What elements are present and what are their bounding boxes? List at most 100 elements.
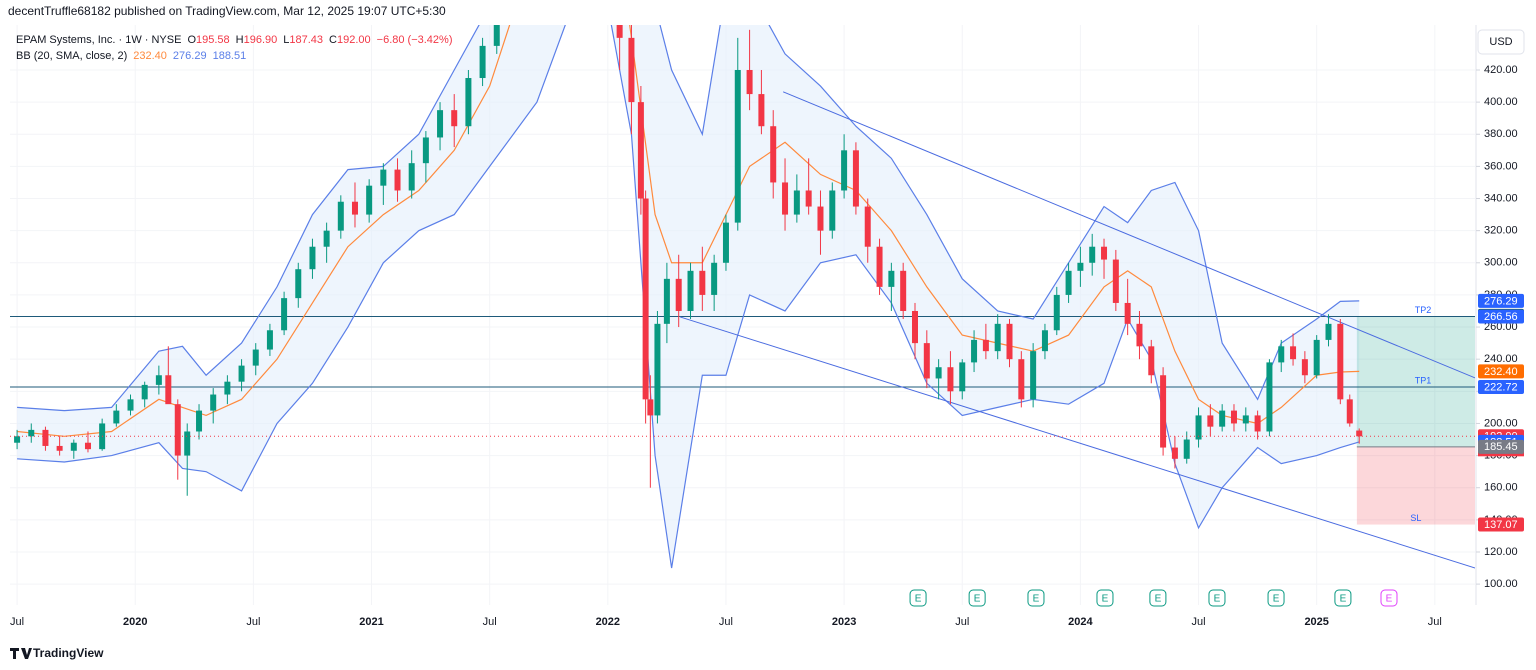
- candle-body: [1006, 323, 1013, 360]
- candle-body: [266, 330, 273, 350]
- x-tick-label: 2020: [123, 616, 147, 628]
- currency-button[interactable]: [1477, 29, 1525, 55]
- brand-logo: [10, 648, 32, 659]
- candle-body: [746, 69, 753, 95]
- earnings-label: E: [974, 594, 981, 605]
- legend-bb-value: 232.40: [133, 50, 167, 62]
- candle-body: [1160, 375, 1167, 448]
- candle-body: [210, 394, 217, 411]
- candle-body: [323, 230, 330, 247]
- x-tick-label: 2024: [1068, 616, 1093, 628]
- candle-body: [42, 429, 49, 446]
- candle-body: [1101, 246, 1108, 260]
- price-label-box: [1478, 517, 1524, 532]
- candle-body: [711, 262, 718, 295]
- candle-body: [155, 375, 162, 385]
- candle-body: [1124, 302, 1131, 324]
- candle-body: [637, 102, 644, 199]
- earnings-label: E: [1386, 594, 1393, 605]
- candle-body: [1325, 323, 1332, 340]
- candle-body: [351, 201, 358, 215]
- y-tick-label: 360.00: [1484, 160, 1518, 172]
- footer-brand: TradingView: [33, 646, 104, 660]
- legend-ohlc-label: C: [329, 34, 337, 46]
- candle-body: [982, 339, 989, 352]
- candle-body: [793, 190, 800, 215]
- y-tick-label: 400.00: [1484, 96, 1518, 108]
- legend-bb-title: BB (20, SMA, close, 2): [16, 50, 127, 62]
- candle-body: [84, 442, 91, 450]
- x-tick-label: Jul: [1192, 616, 1206, 628]
- candle-body: [758, 94, 765, 127]
- header-text: decentTruffle68182 published on TradingV…: [8, 4, 446, 18]
- candle-body: [1041, 330, 1048, 352]
- candle-body: [1356, 430, 1363, 437]
- candle-body: [864, 206, 871, 247]
- candle-body: [1077, 262, 1084, 271]
- legend-ohlc-label: L: [283, 34, 289, 46]
- candle-body: [994, 323, 1001, 352]
- earnings-marker: [1027, 589, 1045, 607]
- price-label-box: [1478, 364, 1524, 379]
- x-tick-label: Jul: [719, 616, 733, 628]
- candle-body: [911, 310, 918, 344]
- trendline: [679, 316, 1475, 569]
- candle-body: [1337, 323, 1344, 400]
- candle-body: [687, 270, 694, 311]
- price-label: 232.40: [1484, 366, 1518, 378]
- candle-body: [196, 410, 203, 432]
- earnings-label: E: [1214, 594, 1221, 605]
- x-tick-label: Jul: [483, 616, 497, 628]
- y-tick-label: 320.00: [1484, 225, 1518, 237]
- legend-ohlc-value: 192.00: [337, 34, 371, 46]
- candle-body: [165, 375, 172, 405]
- candle-body: [127, 399, 134, 411]
- x-tick-label: Jul: [246, 616, 260, 628]
- x-tick-label: 2025: [1304, 616, 1328, 628]
- x-tick-label: 2021: [359, 616, 383, 628]
- price-label: 276.29: [1484, 295, 1518, 307]
- candle-body: [1254, 415, 1261, 432]
- candle-body: [465, 78, 472, 127]
- legend-ohlc-label: H: [236, 34, 244, 46]
- legend-line: EPAM Systems, Inc. · 1W · NYSE O195.58 H19…: [16, 34, 453, 46]
- legend-ohlc-label: O: [187, 34, 196, 46]
- candle-body: [281, 298, 288, 331]
- candle-body: [699, 270, 706, 295]
- candle-body: [959, 362, 966, 392]
- candle-body: [224, 381, 231, 395]
- earnings-marker: [1267, 589, 1285, 607]
- candle-body: [841, 150, 848, 191]
- stop-zone: [1356, 446, 1475, 525]
- candle-body: [663, 278, 670, 324]
- candle-body: [14, 436, 21, 443]
- candle-body: [770, 126, 777, 183]
- candle-body: [1183, 439, 1190, 459]
- y-tick-label: 300.00: [1484, 257, 1518, 269]
- earnings-label: E: [1273, 594, 1280, 605]
- candle-body: [817, 206, 824, 231]
- y-tick-label: 120.00: [1484, 546, 1518, 558]
- candle-body: [1242, 415, 1249, 424]
- y-tick-label: 260.00: [1484, 321, 1518, 333]
- legend-bb-value: 276.29: [173, 50, 207, 62]
- earnings-label: E: [915, 594, 922, 605]
- candle-body: [829, 190, 836, 231]
- currency[interactable]: USD: [1489, 36, 1512, 48]
- candle-body: [1018, 359, 1025, 400]
- y-tick-label: 200.00: [1484, 417, 1518, 429]
- earnings-marker: [1096, 589, 1114, 607]
- plot-area: [10, 25, 1475, 569]
- candle-body: [493, 25, 500, 46]
- x-tick-label: Jul: [955, 616, 969, 628]
- legend-bb-value: 188.51: [213, 50, 247, 62]
- candle-body: [252, 349, 259, 366]
- candle-body: [56, 445, 63, 451]
- candle-body: [422, 137, 429, 164]
- candle-body: [451, 110, 458, 127]
- candle-body: [1136, 323, 1143, 347]
- candle-body: [1266, 362, 1273, 432]
- candle-body: [647, 399, 654, 416]
- candle-body: [1219, 410, 1226, 427]
- candle-body: [888, 270, 895, 287]
